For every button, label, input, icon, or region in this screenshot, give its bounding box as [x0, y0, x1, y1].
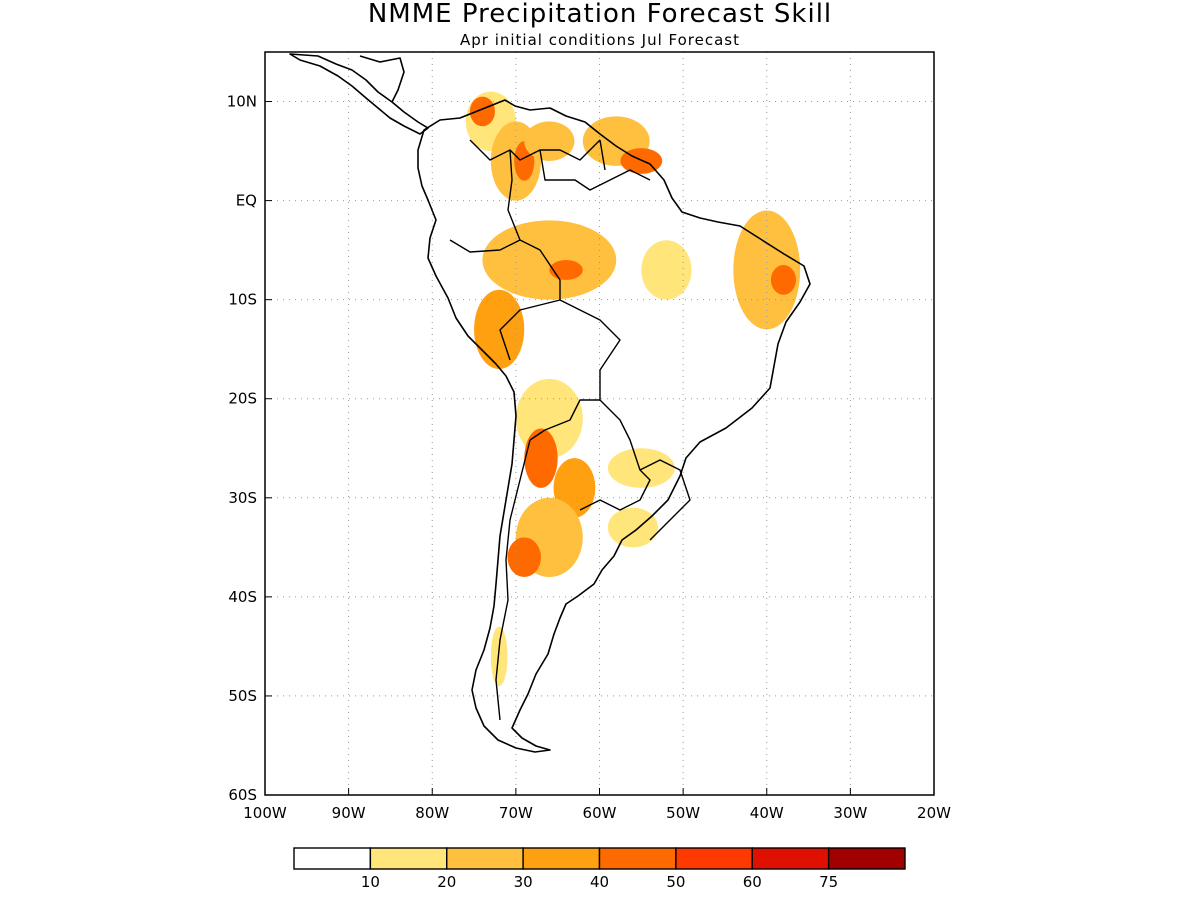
skill-region — [524, 428, 558, 488]
south-america-coastline — [417, 99, 811, 753]
lon-tick-label: 40W — [750, 804, 784, 822]
colorbar-swatch — [446, 847, 524, 870]
lon-tick-label: 30W — [833, 804, 867, 822]
lat-tick-label: 40S — [228, 588, 257, 606]
axis-ticks: 100W 90W 80W 70W 60W 50W 40W 30W 20W 10N EQ 10S 20S 3… — [227, 93, 951, 822]
lon-tick-label: 90W — [332, 804, 366, 822]
caribbean-coastline — [359, 55, 405, 103]
lat-tick-label: 10N — [227, 93, 257, 111]
skill-region — [469, 96, 495, 127]
central-america-coastline — [289, 53, 429, 135]
skill-region — [524, 121, 575, 161]
skill-region — [507, 537, 541, 578]
colorbar-label: 60 — [743, 873, 762, 891]
colorbar-swatch — [293, 847, 372, 870]
colorbar: 10 20 30 40 50 60 75 — [293, 847, 906, 891]
colorbar-swatch — [827, 847, 906, 870]
colorbar-swatch — [369, 847, 448, 870]
lon-tick-label: 50W — [666, 804, 700, 822]
skill-region — [607, 448, 675, 488]
country-borders — [449, 139, 691, 721]
graticule — [265, 52, 934, 795]
lat-tick-label: 60S — [228, 786, 257, 804]
colorbar-label: 50 — [666, 873, 685, 891]
map-subtitle: Apr initial conditions Jul Forecast — [460, 31, 740, 49]
lat-tick-label: 30S — [228, 489, 257, 507]
lon-tick-label: 100W — [243, 804, 287, 822]
lat-tick-label: 50S — [228, 687, 257, 705]
map-frame — [264, 51, 935, 796]
map-area: 100W 90W 80W 70W 60W 50W 40W 30W 20W 10N EQ 10S 20S 3… — [227, 51, 951, 822]
colorbar-label: 40 — [590, 873, 609, 891]
colorbar-label: 20 — [437, 873, 456, 891]
colorbar-swatch — [522, 847, 601, 870]
lat-tick-label: EQ — [236, 192, 257, 210]
colorbar-label: 75 — [819, 873, 838, 891]
skill-region — [641, 240, 692, 300]
skill-region — [490, 626, 508, 687]
lat-tick-label: 20S — [228, 390, 257, 408]
colorbar-swatch — [675, 847, 753, 870]
lon-tick-label: 70W — [499, 804, 533, 822]
colorbar-swatch — [598, 847, 677, 870]
colorbar-swatch — [751, 847, 830, 870]
map-title: NMME Precipitation Forecast Skill — [368, 0, 832, 29]
coastlines — [289, 53, 811, 753]
skill-region — [770, 264, 797, 295]
lon-tick-label: 80W — [415, 804, 449, 822]
skill-region — [482, 220, 617, 300]
skill-region — [607, 507, 659, 548]
lon-tick-label: 20W — [917, 804, 951, 822]
skill-region — [549, 260, 583, 280]
lat-tick-label: 10S — [228, 291, 257, 309]
lon-tick-label: 60W — [583, 804, 617, 822]
skill-region — [474, 289, 525, 370]
skill-region — [733, 210, 801, 330]
colorbar-label: 30 — [514, 873, 533, 891]
colorbar-label: 10 — [361, 873, 380, 891]
